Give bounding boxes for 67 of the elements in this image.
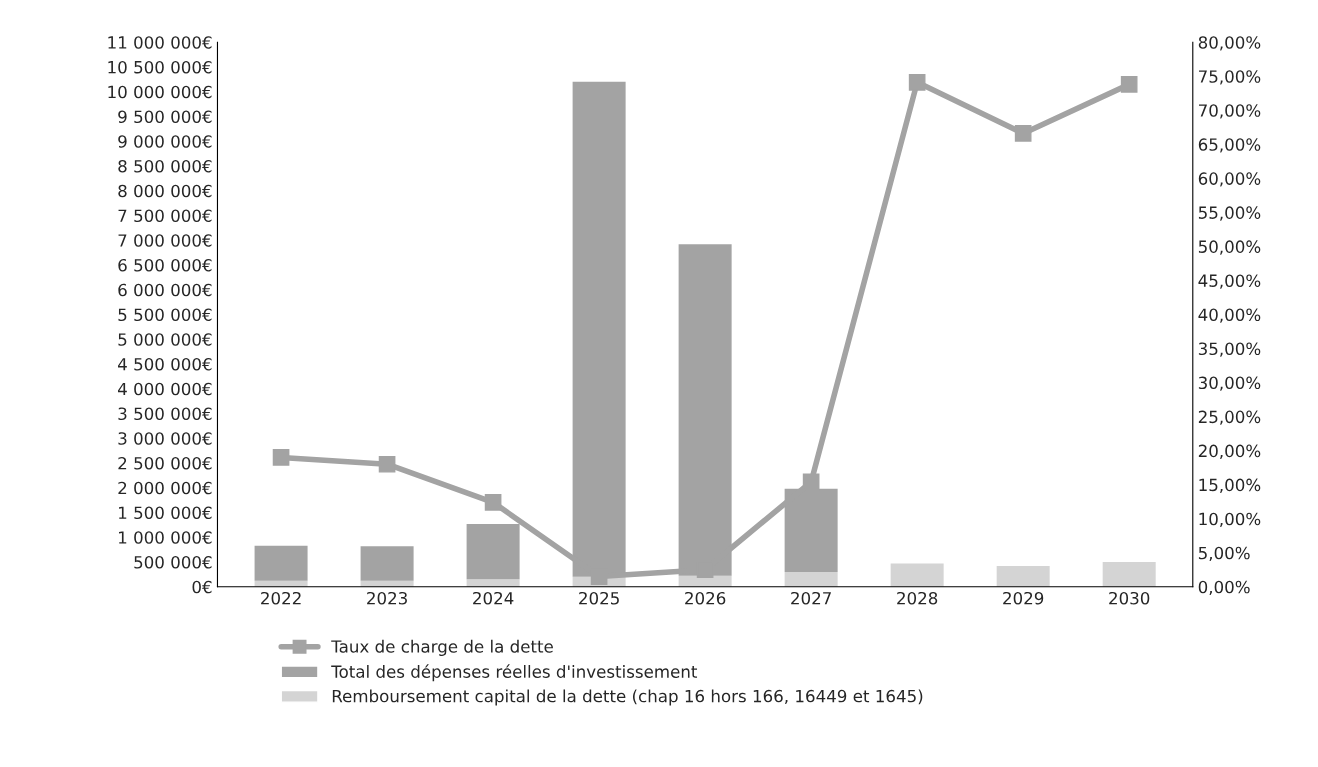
bar — [890, 563, 944, 587]
x-tick-label: 2022 — [261, 591, 301, 605]
point — [908, 74, 926, 91]
bar — [466, 579, 520, 587]
y2-tick-label: 0,00% — [1198, 580, 1250, 596]
y-tick-label: 2 500 000€ — [118, 456, 212, 470]
y2-tick-label: 40,00% — [1198, 308, 1261, 323]
y2-tick-label: 70,00% — [1199, 104, 1261, 119]
y-tick-label: 1 000 000€ — [119, 531, 212, 544]
point — [272, 449, 290, 466]
legend-label: Total des dépenses réelles d'investissement — [331, 664, 698, 682]
x-tick-label: 2023 — [367, 591, 407, 605]
bar — [996, 565, 1050, 587]
y2-tick-label: 80,00% — [1198, 36, 1261, 51]
y-tick-label: 8 000 000€ — [118, 184, 212, 198]
bar — [784, 571, 838, 587]
x-tick-label: 2028 — [897, 591, 938, 605]
legend-label: Remboursement capital de la dette (chap 16 hors 166, 16449 et 1645) — [332, 689, 923, 706]
y-tick-label: 10 000 000€ — [108, 85, 212, 99]
y-tick-label: 4 000 000€ — [118, 382, 212, 396]
y-tick-label: 8 500 000€ — [118, 159, 212, 173]
y-tick-label: 3 000 000€ — [118, 432, 212, 445]
y-tick-label: 500 000€ — [134, 555, 212, 569]
bar — [1102, 562, 1156, 587]
y2-tick-label: 15,00% — [1199, 478, 1261, 493]
y-tick-label: 11 000 000€ — [108, 36, 212, 49]
x-tick-label: 2030 — [1109, 591, 1150, 605]
x-tick-label: 2025 — [579, 591, 619, 605]
point — [484, 494, 502, 511]
y-tick-label: 1 500 000€ — [119, 506, 212, 520]
y-tick-label: 10 500 000€ — [108, 60, 212, 74]
bar — [678, 244, 732, 576]
y2-tick-label: 60,00% — [1198, 172, 1261, 187]
y2-tick-label: 20,00% — [1198, 444, 1261, 459]
x-tick-label: 2029 — [1003, 591, 1044, 605]
point — [378, 455, 396, 473]
y2-tick-label: 35,00% — [1198, 342, 1261, 357]
y-tick-label: 9 500 000€ — [118, 110, 212, 124]
y-tick-label: 6 500 000€ — [118, 258, 212, 272]
bar — [254, 545, 308, 581]
y-tick-label: 0€ — [192, 580, 212, 594]
x-tick-label: 2024 — [473, 591, 514, 605]
point — [802, 473, 820, 491]
y2-tick-label: 75,00% — [1199, 70, 1261, 85]
point — [1120, 76, 1138, 93]
y2-tick-label: 45,00% — [1198, 274, 1261, 289]
y2-tick-label: 55,00% — [1198, 206, 1261, 221]
y2-tick-label: 10,00% — [1199, 512, 1261, 527]
y-tick-label: 2 000 000€ — [118, 481, 212, 495]
bar — [360, 546, 414, 581]
y-tick-label: 4 500 000€ — [118, 357, 212, 371]
y2-tick-label: 65,00% — [1198, 138, 1261, 153]
y-tick-label: 3 500 000€ — [118, 407, 212, 421]
y-tick-label: 5 500 000€ — [118, 308, 212, 322]
x-tick-label: 2026 — [685, 591, 726, 605]
y2-tick-label: 25,00% — [1198, 410, 1261, 425]
y2-tick-label: 50,00% — [1198, 240, 1261, 255]
legend-label: Taux de charge de la dette — [331, 639, 553, 657]
y-tick-label: 7 000 000€ — [118, 234, 212, 247]
y-tick-label: 9 000 000€ — [118, 135, 212, 148]
point — [1014, 125, 1032, 142]
y-tick-label: 6 000 000€ — [118, 283, 212, 297]
x-tick-label: 2027 — [791, 591, 831, 605]
y2-tick-label: 5,00% — [1198, 546, 1250, 561]
y-tick-label: 5 000 000€ — [118, 333, 212, 346]
y2-tick-label: 30,00% — [1198, 376, 1261, 391]
y-tick-label: 7 500 000€ — [118, 209, 212, 223]
